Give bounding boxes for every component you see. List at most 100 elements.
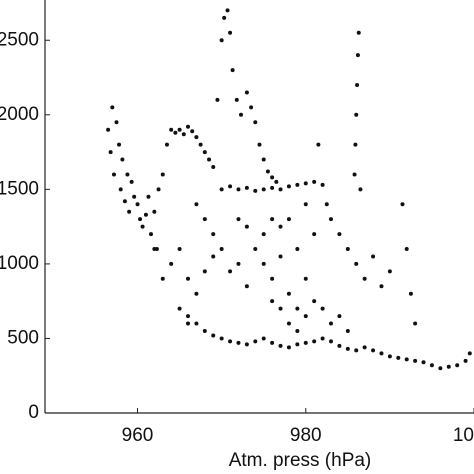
point bbox=[261, 157, 266, 162]
point bbox=[379, 284, 384, 289]
point bbox=[177, 306, 182, 311]
point bbox=[387, 269, 392, 274]
point bbox=[194, 135, 199, 140]
point bbox=[278, 187, 283, 192]
point bbox=[186, 124, 190, 129]
point bbox=[303, 276, 308, 281]
point bbox=[345, 246, 350, 251]
y-tick-label: 1500 bbox=[0, 178, 39, 199]
point bbox=[202, 150, 207, 155]
point bbox=[249, 105, 254, 110]
point bbox=[295, 182, 300, 187]
point bbox=[219, 38, 224, 43]
point bbox=[329, 321, 333, 326]
y-tick-label: 1000 bbox=[0, 253, 39, 274]
point bbox=[270, 175, 275, 180]
point bbox=[152, 246, 157, 251]
point bbox=[261, 336, 266, 341]
point bbox=[129, 179, 134, 184]
point bbox=[261, 187, 266, 192]
point bbox=[120, 157, 125, 162]
point bbox=[244, 224, 249, 229]
point bbox=[355, 53, 360, 58]
point bbox=[324, 202, 329, 207]
point bbox=[270, 299, 275, 304]
point bbox=[303, 314, 308, 319]
point bbox=[211, 333, 216, 338]
point bbox=[211, 232, 216, 237]
point bbox=[371, 254, 376, 259]
point bbox=[312, 232, 317, 237]
point bbox=[270, 340, 275, 345]
point bbox=[222, 15, 227, 20]
point bbox=[110, 105, 115, 110]
point bbox=[114, 120, 119, 125]
point bbox=[270, 217, 275, 222]
point bbox=[270, 185, 275, 190]
point bbox=[408, 291, 413, 296]
point bbox=[295, 328, 300, 333]
y-tick-label: 2500 bbox=[0, 29, 39, 50]
point bbox=[202, 328, 207, 333]
point bbox=[286, 345, 291, 350]
y-tick-label: 2000 bbox=[0, 104, 39, 125]
point bbox=[353, 142, 358, 147]
point bbox=[413, 358, 418, 363]
point bbox=[253, 339, 258, 344]
point bbox=[404, 246, 409, 251]
point bbox=[152, 209, 157, 214]
point bbox=[278, 343, 283, 348]
point bbox=[400, 202, 405, 207]
point bbox=[337, 343, 342, 348]
point bbox=[190, 129, 195, 134]
point bbox=[274, 179, 279, 184]
point bbox=[140, 224, 145, 229]
point bbox=[355, 82, 360, 87]
point bbox=[345, 328, 350, 333]
point bbox=[244, 185, 249, 190]
point bbox=[211, 164, 216, 169]
point bbox=[244, 284, 249, 289]
point bbox=[337, 232, 342, 237]
point bbox=[228, 339, 233, 344]
point bbox=[303, 181, 308, 186]
point bbox=[106, 127, 111, 132]
point bbox=[146, 194, 151, 199]
point bbox=[118, 187, 123, 192]
point bbox=[219, 336, 224, 341]
point bbox=[446, 364, 451, 369]
point bbox=[117, 142, 122, 147]
point bbox=[202, 269, 207, 274]
point bbox=[132, 194, 137, 199]
point bbox=[244, 342, 249, 347]
point bbox=[286, 321, 291, 326]
point bbox=[371, 348, 376, 353]
point bbox=[219, 246, 224, 251]
point bbox=[127, 209, 132, 214]
point bbox=[219, 187, 224, 192]
point bbox=[295, 342, 300, 347]
point bbox=[138, 217, 143, 222]
y-tick-label: 500 bbox=[7, 327, 39, 348]
point bbox=[312, 299, 317, 304]
point bbox=[202, 217, 207, 222]
point bbox=[186, 314, 190, 319]
point bbox=[238, 112, 243, 117]
point bbox=[413, 321, 418, 326]
point bbox=[396, 355, 401, 360]
point bbox=[236, 261, 241, 266]
point bbox=[186, 321, 190, 326]
point bbox=[257, 142, 262, 147]
point bbox=[194, 291, 199, 296]
point bbox=[160, 172, 165, 177]
point bbox=[111, 172, 116, 177]
point bbox=[261, 232, 266, 237]
point bbox=[320, 336, 325, 341]
point bbox=[186, 276, 190, 281]
point bbox=[230, 68, 235, 73]
point bbox=[320, 306, 325, 311]
point bbox=[404, 357, 409, 362]
point bbox=[108, 150, 113, 155]
point bbox=[286, 184, 291, 189]
